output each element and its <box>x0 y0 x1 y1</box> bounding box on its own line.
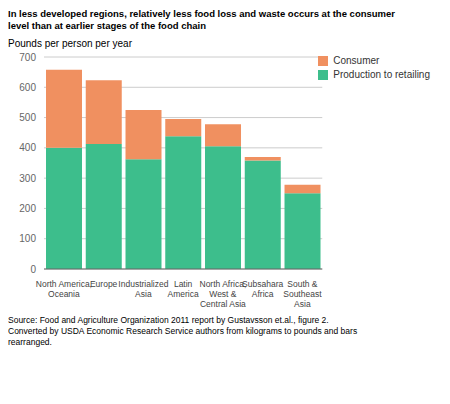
html-text:rearranged.: rearranged. <box>8 337 52 347</box>
svg-text:North America,Oceania: North America,Oceania <box>36 279 92 299</box>
html-text:Source: Food and Agriculture O: Source: Food and Agriculture Organizatio… <box>8 315 329 325</box>
svg-text:SubsaharaAfrica: SubsaharaAfrica <box>242 279 283 299</box>
html-text:Consumer: Consumer <box>333 55 380 66</box>
svg-text:400: 400 <box>19 142 36 153</box>
svg-text:North Africa,West &Central Asi: North Africa,West &Central Asia <box>199 279 246 309</box>
svg-text:100: 100 <box>19 233 36 244</box>
svg-text:700: 700 <box>19 52 36 63</box>
svg-text:LatinAmerica: LatinAmerica <box>168 279 199 299</box>
svg-text:IndustrializedAsia: IndustrializedAsia <box>118 279 168 299</box>
svg-text:200: 200 <box>19 203 36 214</box>
svg-text:500: 500 <box>19 112 36 123</box>
svg-text:600: 600 <box>19 82 36 93</box>
html-text:Pounds per person per year: Pounds per person per year <box>8 38 132 49</box>
svg-text:Europe: Europe <box>90 279 118 289</box>
svg-text:300: 300 <box>19 173 36 184</box>
svg-text:South &SoutheastAsia: South &SoutheastAsia <box>283 279 322 309</box>
html-text:Production to retailing: Production to retailing <box>333 69 430 80</box>
svg-text:0: 0 <box>30 264 36 275</box>
html-text:level than at earlier stages o: level than at earlier stages of the food… <box>8 20 206 31</box>
html-text:In less developed regions, rel: In less developed regions, relatively le… <box>8 8 395 19</box>
html-text:Converted by USDA Economic Res: Converted by USDA Economic Research Serv… <box>8 326 358 336</box>
